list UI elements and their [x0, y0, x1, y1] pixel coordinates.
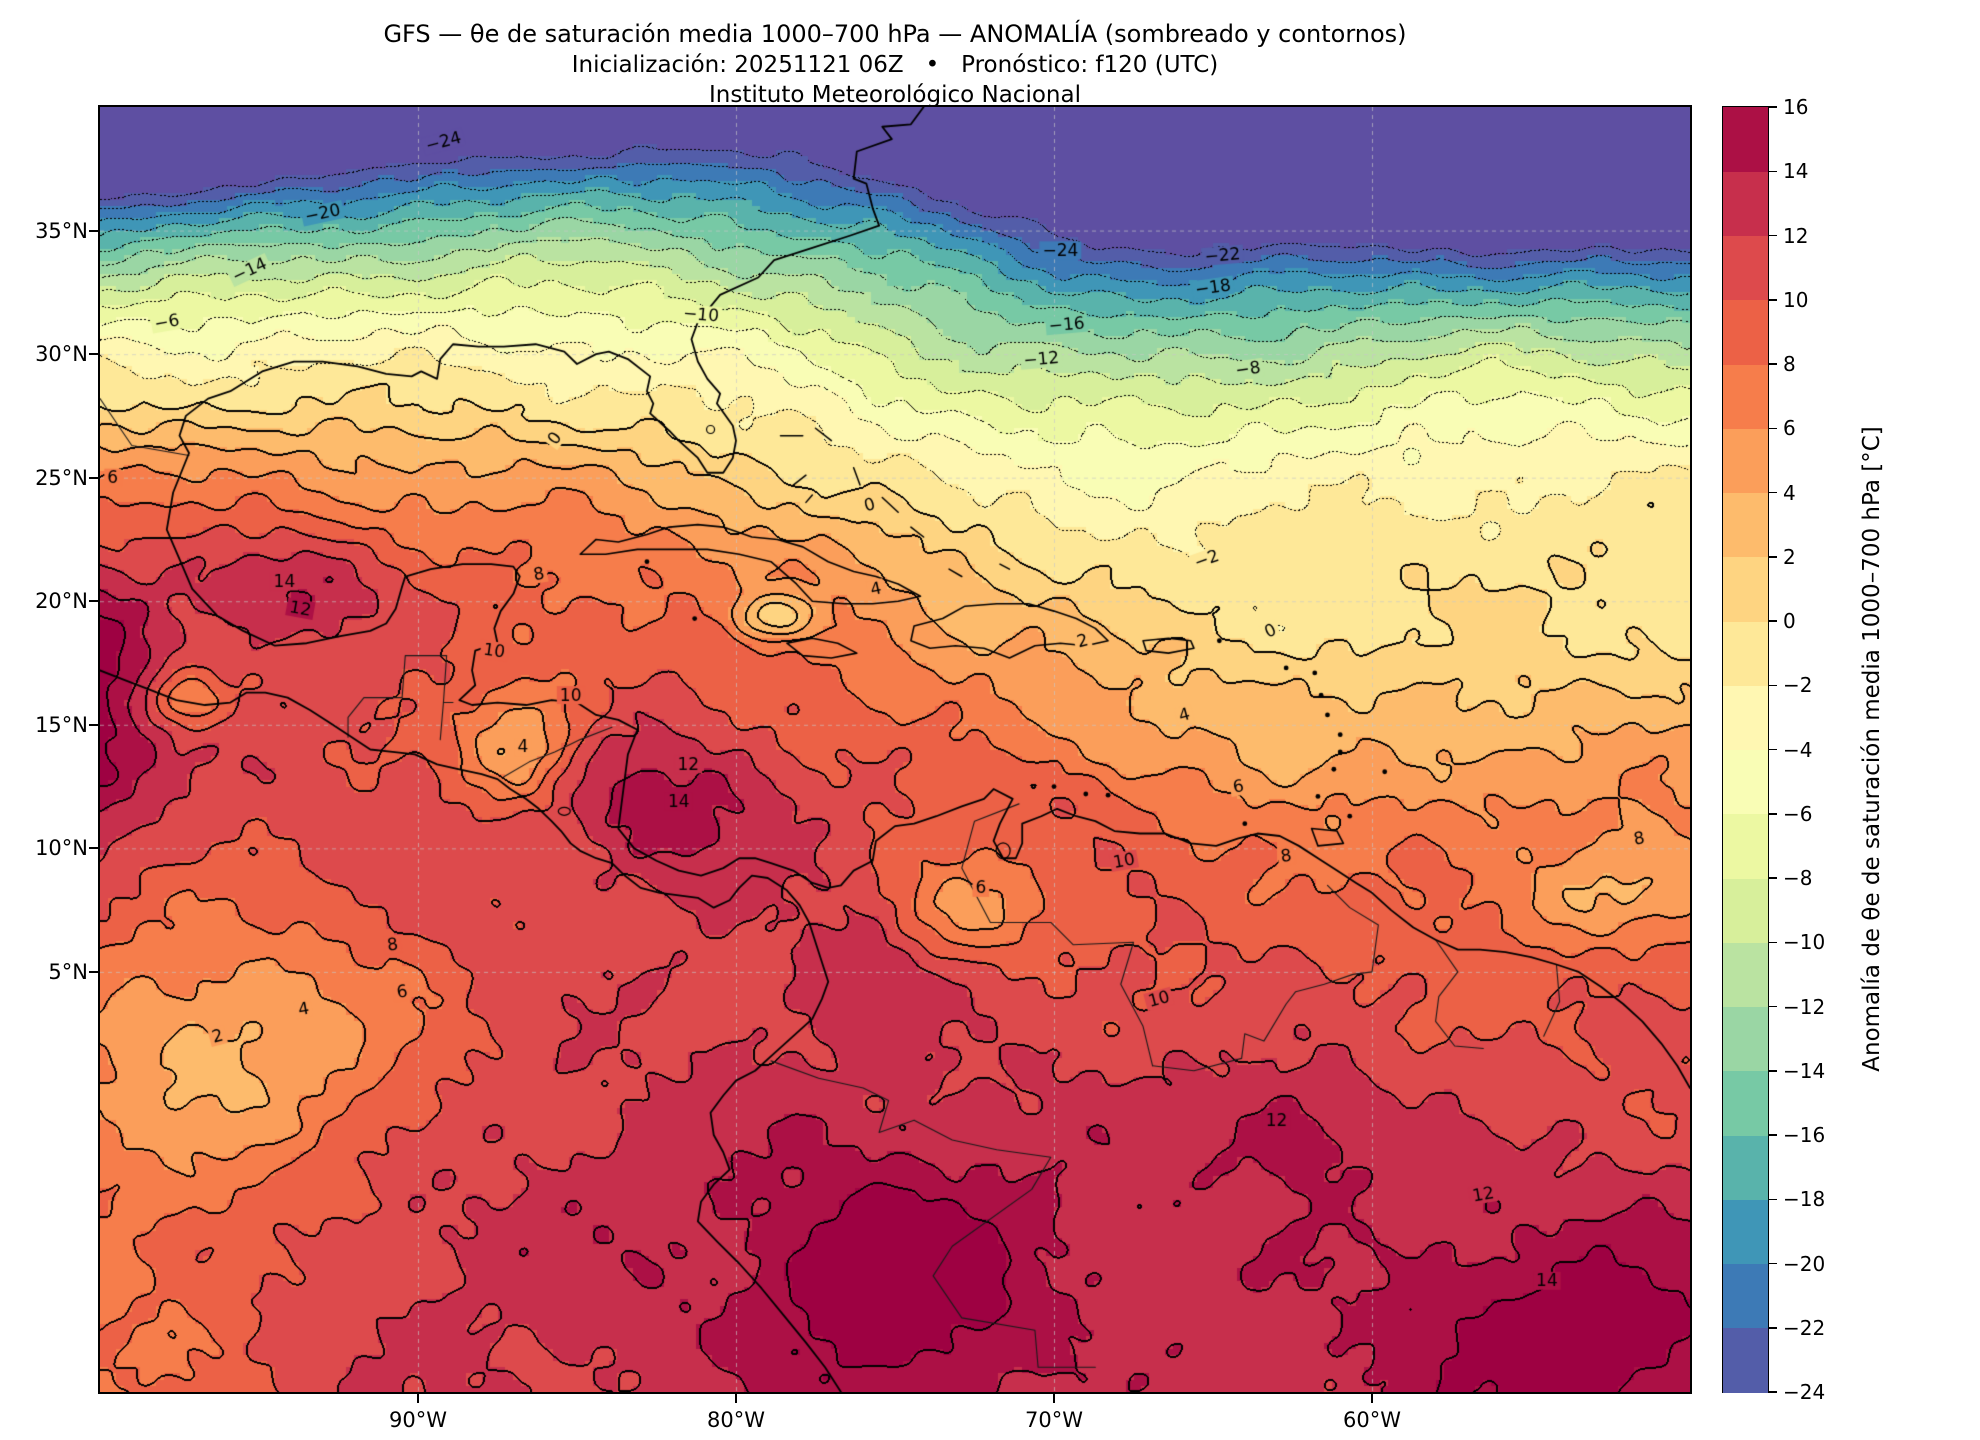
colorbar-tickmark — [1769, 556, 1777, 558]
y-axis-tick-label: 20°N — [35, 589, 88, 614]
y-axis-tickmark — [89, 229, 98, 232]
colorbar-tickmark — [1769, 170, 1777, 172]
colorbar — [1722, 106, 1769, 1393]
chart-source-institution: Instituto Meteorológico Nacional — [709, 82, 1081, 108]
colorbar-tick-label: −20 — [1783, 1251, 1826, 1276]
x-axis-tick-label: 80°W — [707, 1408, 765, 1432]
colorbar-tickmark — [1769, 877, 1777, 879]
colorbar-tick-label: −22 — [1783, 1315, 1826, 1340]
y-axis-tickmark — [89, 970, 98, 973]
colorbar-band-8-to-10 — [1723, 299, 1768, 365]
colorbar-band-14-to-16 — [1723, 107, 1768, 172]
y-axis-tick-label: 35°N — [35, 218, 88, 243]
colorbar-tick-label: 0 — [1783, 609, 1796, 633]
colorbar-band--18-to--16 — [1723, 1135, 1768, 1200]
colorbar-band-6-to-8 — [1723, 364, 1768, 429]
y-axis-tickmark — [89, 476, 98, 479]
colorbar-tickmark — [1769, 491, 1777, 494]
colorbar-tickmark — [1769, 1134, 1777, 1136]
colorbar-axis-label: Anomalía de θe de saturación media 1000–… — [1859, 426, 1885, 1072]
colorbar-tickmark — [1769, 1391, 1777, 1393]
colorbar-tickmark — [1769, 684, 1777, 686]
colorbar-tickmark — [1769, 234, 1777, 237]
colorbar-tick-label: 12 — [1783, 223, 1809, 248]
colorbar-tickmark — [1769, 1005, 1777, 1008]
colorbar-band--2-to-0 — [1723, 621, 1768, 686]
x-axis-tickmark — [1053, 1394, 1055, 1403]
colorbar-tickmark — [1769, 1198, 1777, 1200]
colorbar-band--6-to--4 — [1723, 749, 1768, 815]
colorbar-tickmark — [1769, 363, 1777, 365]
colorbar-tickmark — [1769, 106, 1777, 108]
colorbar-tick-label: −10 — [1783, 930, 1826, 955]
colorbar-band-4-to-6 — [1723, 428, 1768, 494]
colorbar-band-12-to-14 — [1723, 171, 1768, 237]
colorbar-tick-label: 4 — [1783, 480, 1796, 505]
colorbar-band--24-to--22 — [1723, 1327, 1768, 1393]
y-axis-tick-label: 5°N — [48, 959, 88, 984]
colorbar-tick-label: 16 — [1783, 95, 1809, 119]
colorbar-tick-label: −24 — [1783, 1380, 1826, 1404]
colorbar-band--8-to--6 — [1723, 813, 1768, 879]
map-axes — [98, 105, 1692, 1394]
y-axis-tick-label: 10°N — [35, 836, 88, 861]
colorbar-band--14-to--12 — [1723, 1006, 1768, 1072]
chart-title: GFS — θe de saturación media 1000–700 hP… — [383, 20, 1407, 48]
chart-subtitle-init-forecast: Inicialización: 20251121 06Z • Pronóstic… — [571, 52, 1219, 78]
y-axis-tick-label: 25°N — [35, 465, 88, 490]
y-axis-tick-label: 30°N — [35, 342, 88, 367]
colorbar-tick-label: −4 — [1783, 737, 1813, 762]
colorbar-tickmark — [1769, 748, 1777, 751]
colorbar-tickmark — [1769, 1327, 1777, 1329]
colorbar-tick-label: 6 — [1783, 416, 1796, 441]
colorbar-tick-label: −12 — [1783, 994, 1826, 1019]
colorbar-tick-label: 14 — [1783, 159, 1809, 184]
colorbar-tickmark — [1769, 1262, 1777, 1265]
colorbar-tick-label: 2 — [1783, 544, 1796, 569]
x-axis-tick-label: 60°W — [1343, 1408, 1401, 1432]
colorbar-tick-label: 8 — [1783, 352, 1796, 376]
colorbar-tickmark — [1769, 941, 1777, 943]
colorbar-tickmark — [1769, 427, 1777, 429]
contour-map-canvas — [100, 107, 1690, 1392]
colorbar-band-2-to-4 — [1723, 492, 1768, 558]
x-axis-tickmark — [1371, 1394, 1373, 1403]
y-axis-tick-label: 15°N — [35, 712, 88, 737]
colorbar-band--22-to--20 — [1723, 1263, 1768, 1329]
colorbar-tick-label: 10 — [1783, 287, 1809, 312]
colorbar-tickmark — [1769, 813, 1777, 815]
y-axis-tickmark — [89, 847, 98, 850]
colorbar-tick-label: −18 — [1783, 1187, 1826, 1212]
colorbar-band--16-to--14 — [1723, 1070, 1768, 1136]
colorbar-tick-label: −16 — [1783, 1123, 1826, 1147]
colorbar-band-10-to-12 — [1723, 235, 1768, 301]
x-axis-tickmark — [735, 1394, 737, 1403]
x-axis-tick-label: 70°W — [1025, 1408, 1083, 1432]
x-axis-tickmark — [417, 1394, 419, 1403]
colorbar-tick-label: −2 — [1783, 673, 1813, 698]
y-axis-tickmark — [89, 353, 98, 356]
y-axis-tickmark — [89, 600, 98, 603]
colorbar-tick-label: −8 — [1783, 866, 1813, 890]
colorbar-tickmark — [1769, 1070, 1777, 1072]
colorbar-tickmark — [1769, 620, 1777, 622]
colorbar-band-0-to-2 — [1723, 556, 1768, 622]
colorbar-band--10-to--8 — [1723, 878, 1768, 943]
y-axis-tickmark — [89, 723, 98, 726]
x-axis-tick-label: 90°W — [389, 1408, 447, 1432]
colorbar-band--12-to--10 — [1723, 942, 1768, 1008]
colorbar-tick-label: −14 — [1783, 1058, 1826, 1083]
colorbar-tick-label: −6 — [1783, 801, 1813, 826]
colorbar-tickmark — [1769, 299, 1777, 301]
colorbar-band--20-to--18 — [1723, 1199, 1768, 1265]
colorbar-band--4-to--2 — [1723, 685, 1768, 751]
